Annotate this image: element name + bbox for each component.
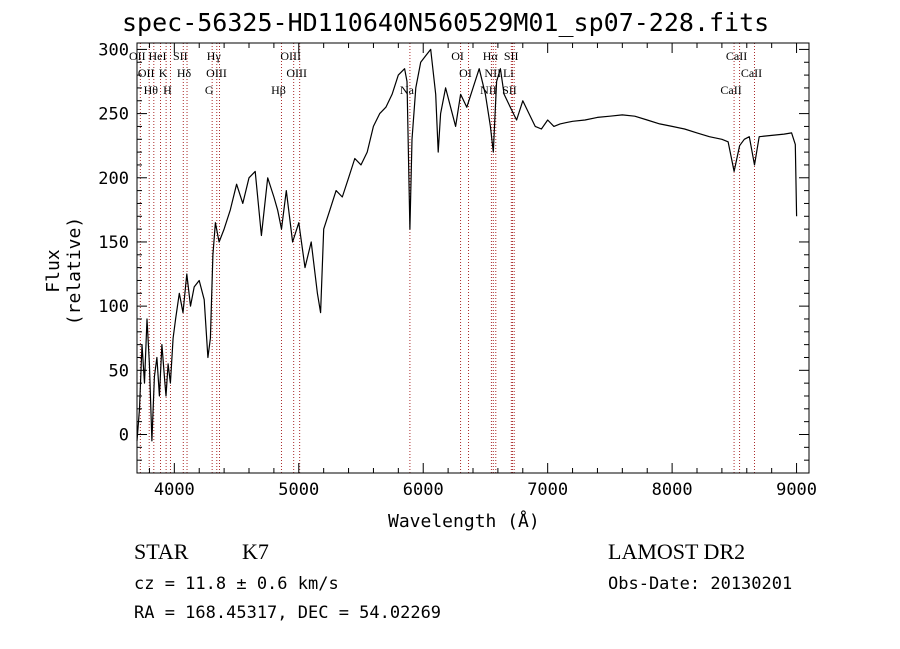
line-marker-label: OII (138, 66, 155, 80)
x-tick-label: 7000 (527, 480, 568, 500)
x-axis-label: Wavelength (Å) (388, 511, 540, 532)
line-marker-label: Li (503, 66, 514, 80)
x-tick-label: 6000 (403, 480, 444, 500)
observation-date: Obs-Date: 20130201 (608, 574, 793, 594)
object-class: STAR (134, 539, 189, 564)
line-marker-label: OIII (286, 66, 307, 80)
y-tick-label: 200 (98, 169, 129, 189)
emission-line-labels: OIIOIIHθHeIKHSIIHδGHγOIIIHβOIIIOIIINaOIO… (129, 49, 762, 97)
spectrum-line (136, 48, 798, 442)
ra-dec-coordinates: RA = 168.45317, DEC = 54.02269 (134, 603, 442, 623)
redshift-velocity: cz = 11.8 ± 0.6 km/s (134, 574, 339, 594)
line-marker-label: OIII (280, 49, 301, 63)
line-marker-label: HeI (149, 49, 167, 63)
line-marker-label: CaII (726, 49, 747, 63)
y-tick-label: 50 (109, 361, 129, 381)
spectrum-line-group (136, 48, 798, 442)
x-tick-label: 4000 (154, 480, 195, 500)
y-tick-label: 250 (98, 105, 129, 125)
line-marker-label: Hβ (271, 83, 286, 97)
y-tick-label: 0 (119, 425, 129, 445)
line-marker-label: CaII (720, 83, 741, 97)
plot-frame (136, 42, 810, 474)
line-marker-label: CaII (741, 66, 762, 80)
line-marker-label: OIII (206, 66, 227, 80)
line-marker-label: SII (502, 83, 517, 97)
x-axis-ticks: 4000 5000 6000 7000 8000 9000 (148, 43, 817, 500)
y-axis-label: Flux (relative) (43, 216, 85, 326)
line-marker-label: OI (451, 49, 464, 63)
y-tick-label: 100 (98, 297, 129, 317)
line-marker-label: OI (459, 66, 472, 80)
line-marker-label: SII (504, 49, 519, 63)
line-marker-label: G (205, 83, 214, 97)
emission-line-markers (139, 43, 755, 473)
x-tick-label: 8000 (652, 480, 693, 500)
y-tick-label: 300 (98, 40, 129, 60)
survey-name: LAMOST DR2 (608, 539, 746, 564)
line-marker-label: Hα (483, 49, 499, 63)
line-marker-label: K (159, 66, 168, 80)
line-marker-label: NII (484, 66, 501, 80)
x-tick-label: 9000 (776, 480, 817, 500)
line-marker-label: NII (480, 83, 497, 97)
line-marker-label: H (163, 83, 172, 97)
line-marker-label: Hδ (177, 66, 192, 80)
object-subclass: K7 (242, 539, 269, 564)
line-marker-label: SII (173, 49, 188, 63)
y-tick-label: 150 (98, 233, 129, 253)
chart-title: spec-56325-HD110640N560529M01_sp07-228.f… (122, 8, 770, 37)
x-tick-label: 5000 (278, 480, 319, 500)
y-axis-ticks: 0 50 100 150 200 250 300 (98, 40, 809, 461)
line-marker-label: Hγ (207, 49, 222, 63)
line-marker-label: Hθ (144, 83, 159, 97)
